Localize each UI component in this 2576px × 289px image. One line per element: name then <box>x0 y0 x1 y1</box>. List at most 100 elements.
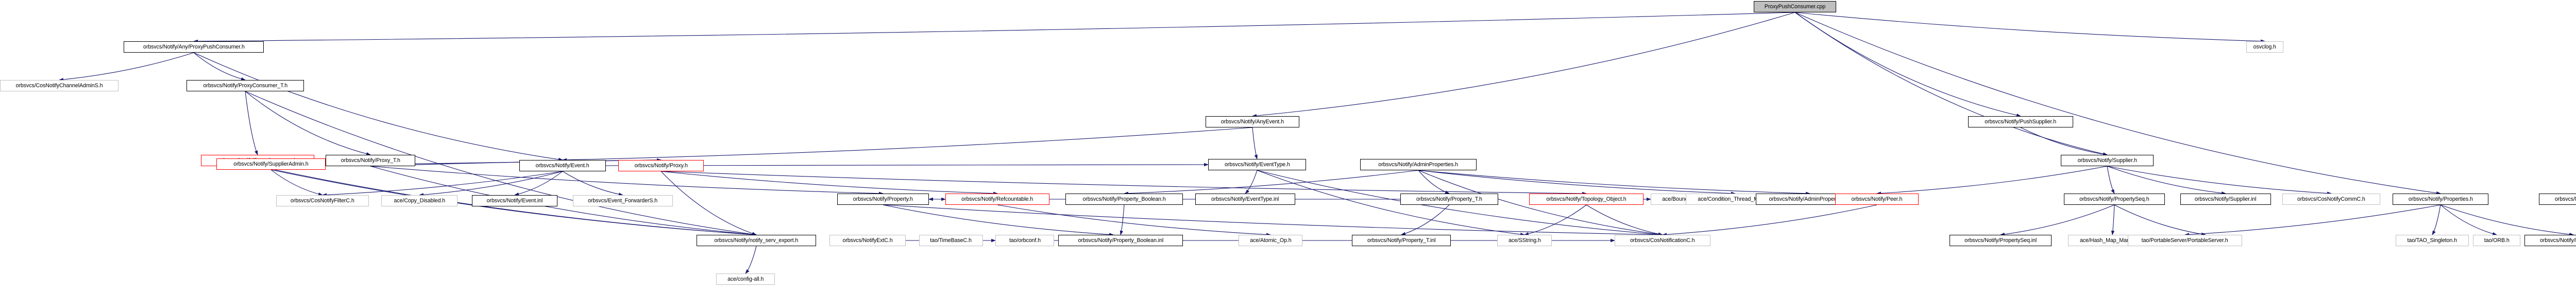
graph-node[interactable]: orbsvcs/Notify/Peer.h <box>1835 194 1919 205</box>
graph-node[interactable]: orbsvcs/Notify/Properties.h <box>2393 194 2488 205</box>
graph-node[interactable]: osvclog.h <box>2246 41 2283 53</box>
graph-node-label: orbsvcs/Notify/Property_Boolean.inl <box>1078 237 1163 244</box>
graph-node[interactable]: orbsvcs/Notify/Properties.inl <box>2524 235 2576 246</box>
graph-edge <box>1794 12 2441 195</box>
graph-node[interactable]: orbsvcs/Notify/Proxy.h <box>618 160 704 171</box>
graph-edge <box>883 204 1114 236</box>
graph-node[interactable]: orbsvcs/Notify/EventType.inl <box>1195 194 1295 205</box>
graph-edge <box>1418 170 1810 195</box>
graph-node-label: tao/orbconf.h <box>1009 237 1041 244</box>
graph-edge <box>2107 166 2332 195</box>
graph-edge <box>1245 170 1258 194</box>
graph-node-label: orbsvcs/Notify/PropertySeq.h <box>2079 196 2149 202</box>
graph-node-label: osvclog.h <box>2253 43 2277 50</box>
graph-node[interactable]: orbsvcs/Notify/AnyEvent.h <box>1206 116 1299 127</box>
graph-node-label: orbsvcs/Event_ForwarderS.h <box>588 197 658 204</box>
graph-edge <box>1124 170 1419 195</box>
graph-node[interactable]: orbsvcs/Notify/Property_Boolean.inl <box>1058 235 1183 246</box>
graph-edge <box>1794 12 2108 156</box>
graph-node[interactable]: orbsvcs/CosNotificationC.h <box>1615 235 1710 246</box>
graph-edge <box>1252 127 1258 159</box>
graph-node-label: orbsvcs/Notify/Supplier.inl <box>2195 196 2257 202</box>
graph-edge <box>660 171 1587 196</box>
graph-node-label: orbsvcs/Notify/Properties.inl <box>2540 237 2576 244</box>
graph-node-label: tao/PortableServer/PortableServer.h <box>2141 237 2229 244</box>
graph-node[interactable]: orbsvcs/Notify/ProxyConsumer_T.h <box>187 80 304 91</box>
graph-node-label: orbsvcs/CosNotifyFilterC.h <box>291 197 354 204</box>
graph-node[interactable]: orbsvcs/Notify/PushSupplier.h <box>1968 116 2073 127</box>
graph-node[interactable]: orbsvcs/Event_ForwarderS.h <box>573 195 673 206</box>
graph-node[interactable]: orbsvcs/Notify/Supplier.h <box>2061 155 2154 166</box>
graph-edge <box>1662 204 1877 236</box>
graph-edge <box>193 12 1795 43</box>
graph-node[interactable]: orbsvcs/Notify/Property.h <box>837 194 929 205</box>
graph-node[interactable]: orbsvcs/Notify/AdminProperties.h <box>1360 159 1477 170</box>
graph-node-label: orbsvcs/Notify/EventType.inl <box>1211 196 1279 202</box>
graph-node[interactable]: tao/TimeBaseC.h <box>919 235 983 246</box>
graph-node-label: orbsvcs/Notify/AdminProperties.h <box>1378 161 1459 168</box>
graph-node[interactable]: ace/Copy_Disabled.h <box>381 195 457 206</box>
graph-node[interactable]: orbsvcs/Notify/Properties.h <box>2539 194 2576 205</box>
graph-node[interactable]: tao/ORB.h <box>2473 235 2520 246</box>
graph-node[interactable]: tao/PortableServer/PortableServer.h <box>2128 235 2242 246</box>
graph-edge <box>1794 12 2021 117</box>
graph-node-label: orbsvcs/Notify/EventType.h <box>1224 161 1290 168</box>
graph-edge <box>59 52 194 82</box>
graph-node[interactable]: orbsvcs/Notify/Topology_Object.h <box>1529 194 1643 205</box>
graph-node[interactable]: orbsvcs/Notify/SupplierAdmin.h <box>216 158 326 170</box>
graph-node-label: ace/Atomic_Op.h <box>1249 237 1292 244</box>
graph-node-label: orbsvcs/Notify/ProxyConsumer_T.h <box>203 82 287 89</box>
graph-node[interactable]: orbsvcs/Notify/PropertySeq.h <box>2064 194 2165 205</box>
graph-node-label: orbsvcs/CosNotifyCommC.h <box>2297 196 2365 202</box>
graph-node-label: orbsvcs/Notify/Refcountable.h <box>961 196 1033 202</box>
graph-node[interactable]: orbsvcs/CosNotifyFilterC.h <box>276 195 369 206</box>
graph-node[interactable]: orbsvcs/CosNotifyChannelAdminS.h <box>0 80 118 91</box>
graph-edge <box>2432 204 2441 235</box>
graph-node[interactable]: orbsvcs/Notify/Proxy_T.h <box>326 155 415 166</box>
graph-node[interactable]: orbsvcs/Notify/Property_Boolean.h <box>1065 194 1183 205</box>
graph-node[interactable]: orbsvcs/Notify/Property_T.h <box>1400 194 1498 205</box>
graph-edge <box>193 52 246 81</box>
graph-node[interactable]: orbsvcs/Notify/Supplier.inl <box>2180 194 2271 205</box>
graph-node-label: orbsvcs/Notify/SupplierAdmin.h <box>233 160 309 167</box>
graph-edge <box>745 246 757 274</box>
graph-node[interactable]: orbsvcs/Notify/Event.h <box>519 160 606 171</box>
graph-node[interactable]: orbsvcs/Notify/Refcountable.h <box>945 194 1049 205</box>
graph-node-label: tao/TimeBaseC.h <box>930 237 972 244</box>
graph-node[interactable]: orbsvcs/Notify/Any/ProxyPushConsumer.h <box>124 41 264 53</box>
graph-node-label: orbsvcs/Notify/AdminProperties.inl <box>1769 196 1851 202</box>
graph-node[interactable]: orbsvcs/Notify/Event.inl <box>472 195 557 206</box>
graph-edge <box>2440 204 2497 236</box>
graph-node-label: ace/SString.h <box>1508 237 1541 244</box>
graph-node[interactable]: orbsvcs/Notify/notify_serv_export.h <box>697 235 816 246</box>
graph-edge <box>1586 204 1663 236</box>
graph-node-root[interactable]: ProxyPushConsumer.cpp <box>1754 1 1836 12</box>
graph-edge <box>997 204 1271 236</box>
graph-node[interactable]: orbsvcs/Notify/PropertySeq.inl <box>1950 235 2052 246</box>
graph-node-label: orbsvcs/Notify/Properties.h <box>2554 196 2576 202</box>
graph-node-label: orbsvcs/Notify/Proxy.h <box>634 162 688 169</box>
graph-node-label: orbsvcs/Notify/Property.h <box>853 196 913 202</box>
graph-edge <box>2114 204 2206 236</box>
graph-edge <box>193 52 563 162</box>
graph-node[interactable]: tao/TAO_Singleton.h <box>2396 235 2469 246</box>
graph-edge <box>1401 204 1450 235</box>
graph-node[interactable]: orbsvcs/Notify/Property_T.inl <box>1352 235 1451 246</box>
graph-node[interactable]: orbsvcs/NotifyExtC.h <box>829 235 906 246</box>
graph-node-label: orbsvcs/Notify/Property_Boolean.h <box>1082 196 1166 202</box>
graph-node-label: orbsvcs/Notify/Event.h <box>535 162 590 169</box>
graph-edge <box>1120 204 1125 235</box>
graph-node[interactable]: orbsvcs/Notify/EventType.h <box>1208 159 1306 170</box>
graph-edge <box>883 204 1663 237</box>
graph-node[interactable]: ace/config-all.h <box>716 274 775 285</box>
graph-node[interactable]: tao/orbconf.h <box>995 235 1054 246</box>
graph-node[interactable]: ace/SString.h <box>1497 235 1552 246</box>
graph-edge <box>562 171 623 196</box>
graph-node[interactable]: orbsvcs/CosNotifyCommC.h <box>2282 194 2380 205</box>
graph-node-label: orbsvcs/Notify/notify_serv_export.h <box>714 237 799 244</box>
graph-edge <box>419 171 563 197</box>
graph-node-label: ProxyPushConsumer.cpp <box>1764 3 1826 10</box>
graph-edge <box>270 169 323 196</box>
graph-node[interactable]: ace/Atomic_Op.h <box>1239 235 1302 246</box>
